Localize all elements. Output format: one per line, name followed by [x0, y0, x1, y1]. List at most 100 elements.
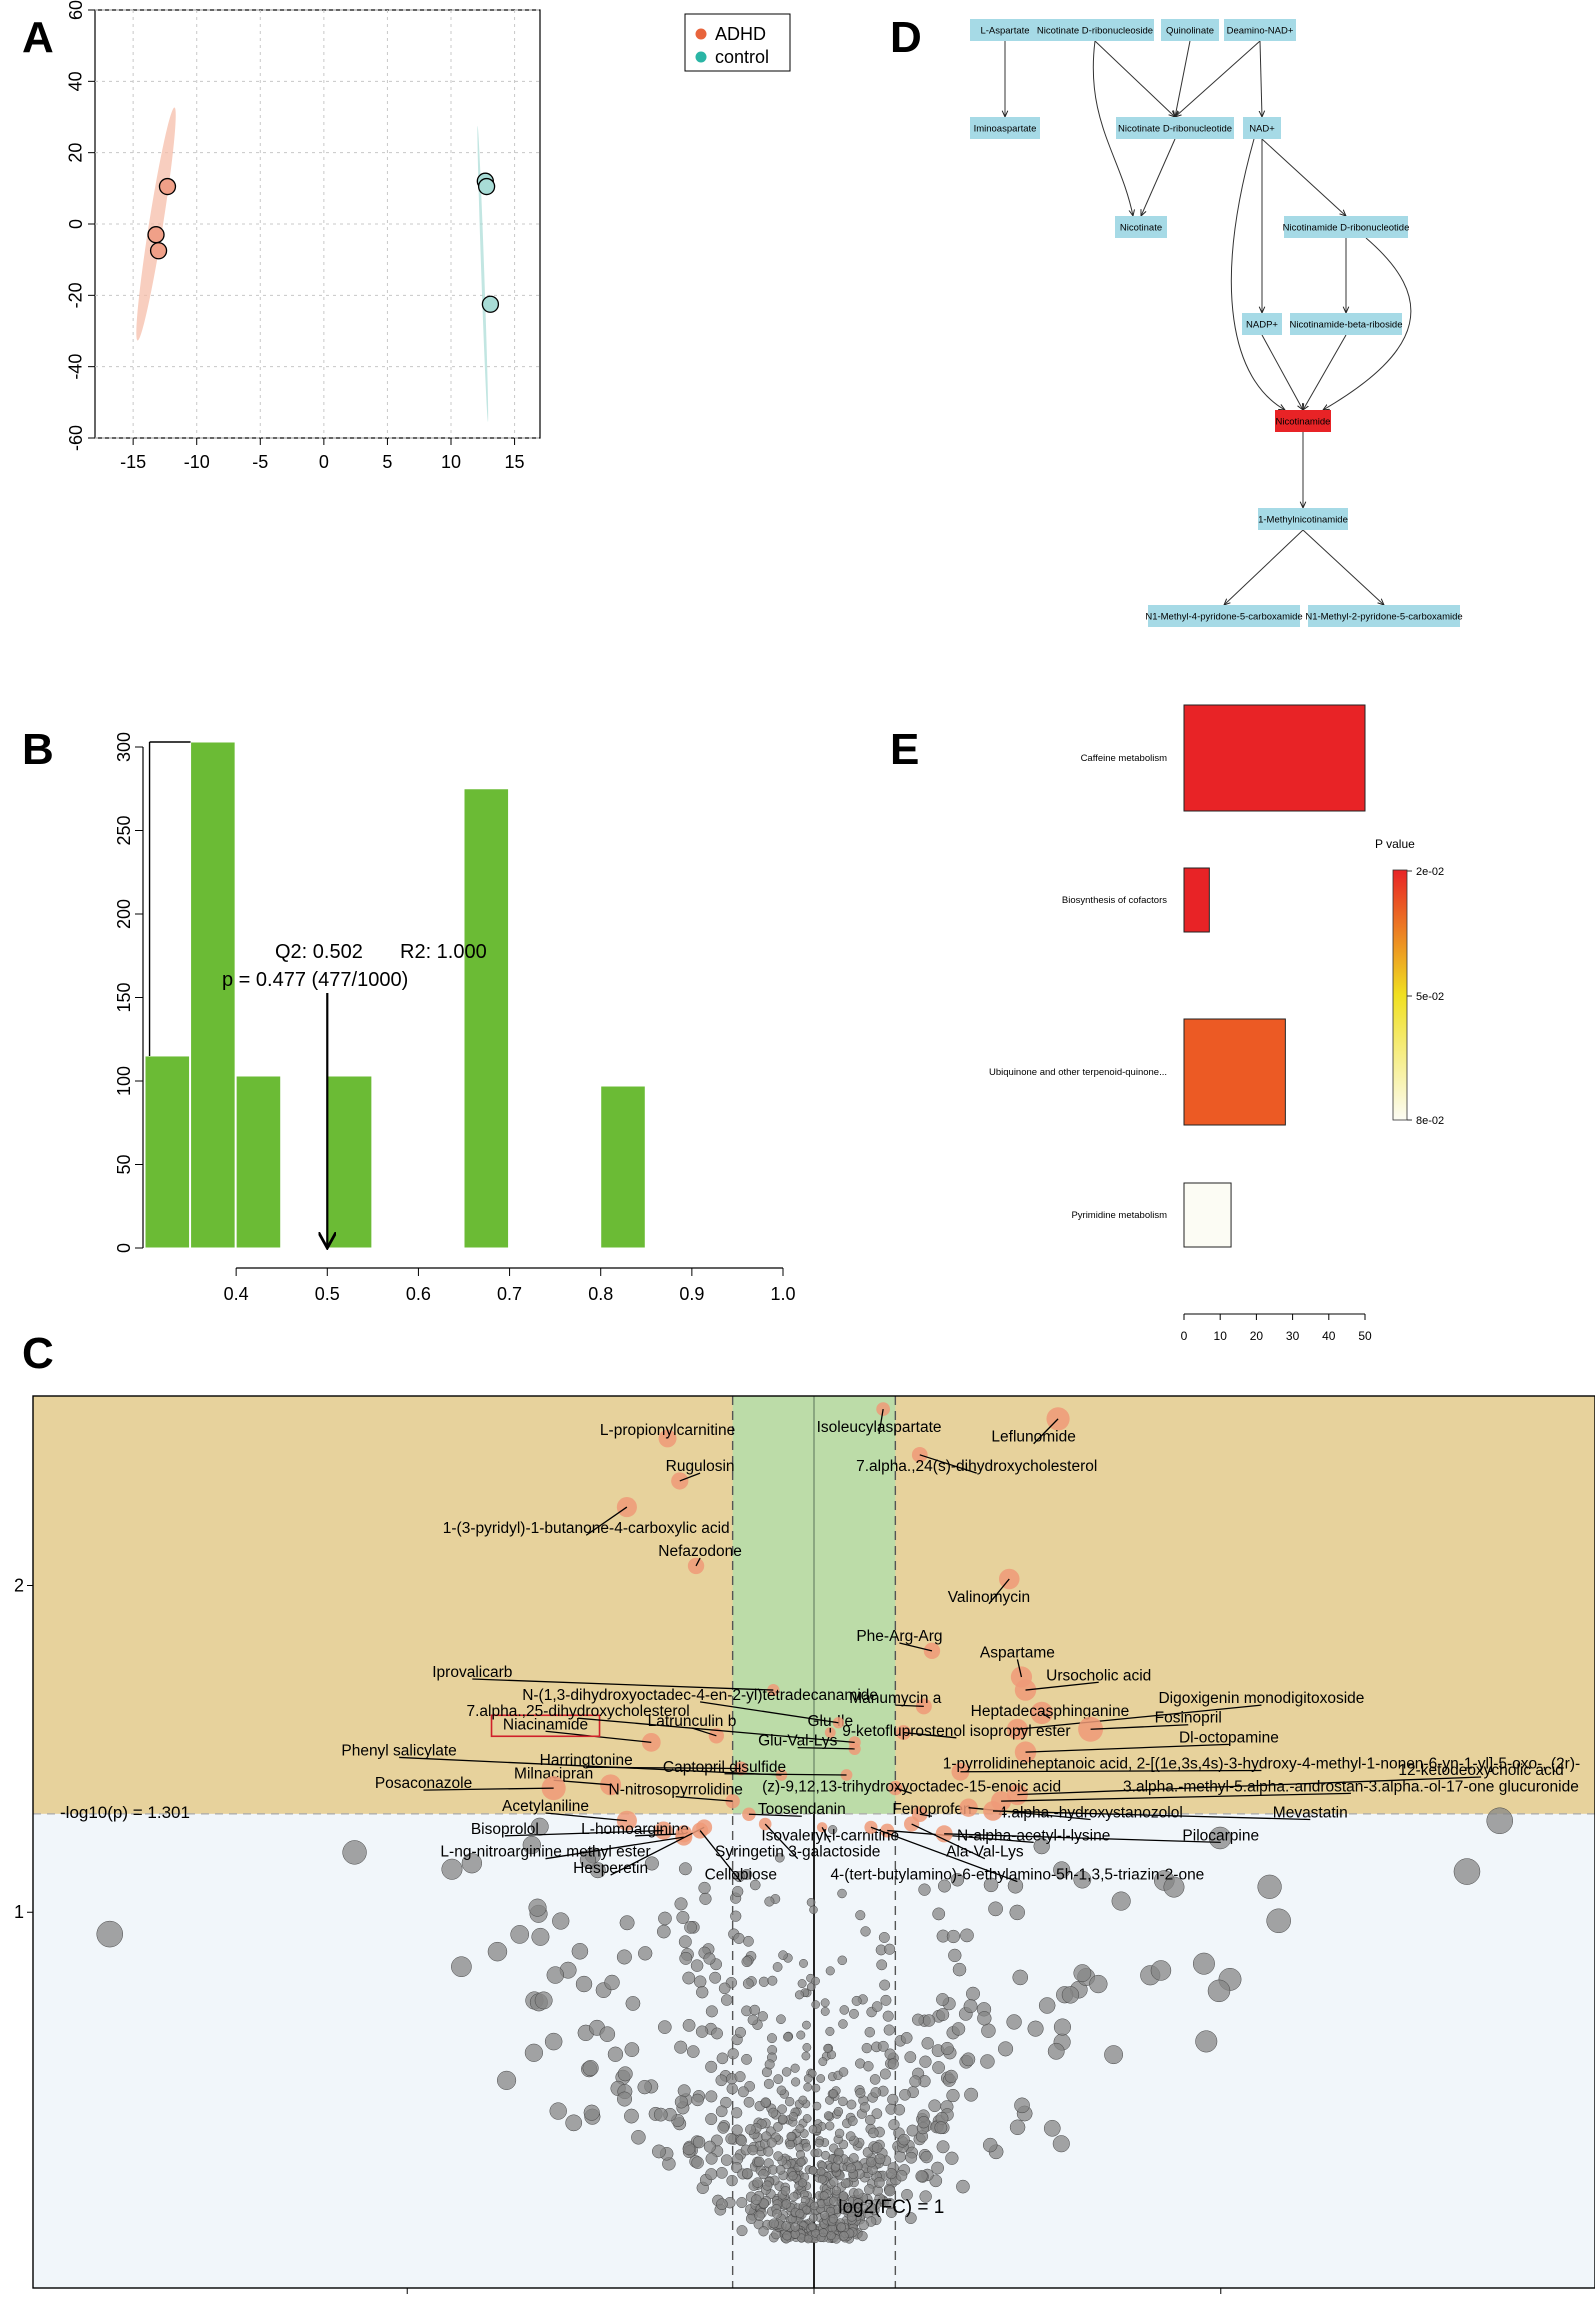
- pathway-node: [1258, 508, 1348, 530]
- label-leader-line: [878, 1408, 884, 1435]
- volcano-point: [802, 2142, 811, 2152]
- pathway-node: [1161, 19, 1219, 41]
- volcano-point: [834, 2128, 845, 2139]
- pathway-edge: [1323, 237, 1412, 410]
- point-label: Pilocarpine: [1182, 1827, 1259, 1844]
- volcano-point: [749, 1879, 761, 1891]
- point-label: L-ng-nitroarginine methyl ester: [440, 1844, 650, 1861]
- volcano-point: [869, 2074, 881, 2085]
- category-label: Caffeine metabolism: [1081, 753, 1168, 764]
- label-leader-line: [797, 1746, 855, 1750]
- x-tick-label: 5: [1216, 2296, 1226, 2298]
- label-leader-line: [695, 1557, 701, 1567]
- point-label: 7.alpha.,25-dihydroxycholesterol: [466, 1703, 689, 1720]
- volcano-point: [809, 2213, 818, 2223]
- volcano-point: [952, 1962, 967, 1977]
- volcano-point: [528, 1898, 547, 1917]
- volcano-point: [524, 2043, 543, 2062]
- point-adhd: [147, 226, 165, 244]
- point-label: Ursocholic acid: [1046, 1667, 1151, 1684]
- volcano-point: [705, 2005, 718, 2018]
- volcano-point: [777, 2104, 787, 2114]
- volcano-point: [691, 2156, 704, 2169]
- volcano-point: [658, 1911, 672, 1926]
- volcano-point: [1150, 1960, 1172, 1981]
- volcano-point: [741, 2053, 752, 2065]
- volcano-point: [864, 2026, 875, 2038]
- ellipse-control: [477, 126, 489, 422]
- volcano-point: [461, 1853, 483, 1874]
- volcano-point: [894, 2151, 906, 2163]
- volcano-point: [795, 2124, 805, 2134]
- volcano-point: [796, 2157, 806, 2167]
- volcano-point: [956, 2179, 970, 2194]
- label-leader-line: [399, 1756, 782, 1776]
- point-label: 1-(3-pyridyl)-1-butanone-4-carboxylic ac…: [443, 1520, 730, 1537]
- point-label: (z)-9,12,13-trihydroxyoctadec-15-enoic a…: [762, 1778, 1061, 1795]
- volcano-point: [868, 2127, 879, 2139]
- volcano-point: [846, 2099, 857, 2110]
- volcano-point: [885, 2168, 897, 2180]
- enrichment-bar: [1183, 867, 1210, 933]
- volcano-point: [487, 1941, 508, 1962]
- label-leader-line: [911, 1823, 986, 1860]
- volcano-point: [698, 1881, 711, 1895]
- label-leader-line: [699, 1830, 742, 1882]
- pathway-node-label: Deamino-NAD+: [1227, 26, 1294, 37]
- volcano-point: [905, 2151, 918, 2164]
- point-label: Hesperetin: [573, 1860, 648, 1877]
- volcano-point: [1192, 1952, 1215, 1975]
- volcano-point: [918, 1883, 931, 1896]
- volcano-point: [820, 2007, 830, 2016]
- legend-colorbar: [1392, 869, 1408, 1121]
- label-leader-line: [821, 1826, 831, 1843]
- volcano-point: [773, 2121, 783, 2132]
- volcano-point: [497, 2070, 517, 2090]
- volcano-point: [631, 2130, 646, 2145]
- volcano-point: [656, 1924, 671, 1939]
- volcano-point: [940, 2041, 954, 2055]
- pathway-node: [1242, 313, 1282, 335]
- y-tick-label: 100: [114, 1066, 134, 1096]
- volcano-point: [797, 1979, 807, 1989]
- volcano-point: [544, 2032, 563, 2051]
- volcano-point: [794, 1990, 804, 2000]
- volcano-point: [549, 2102, 567, 2120]
- volcano-point: [904, 2051, 917, 2064]
- volcano-point: [684, 1920, 697, 1934]
- volcano-point: [758, 1976, 770, 1987]
- volcano-point: [801, 2051, 811, 2061]
- pathway-node: [1284, 216, 1408, 238]
- volcano-point: [884, 2048, 896, 2060]
- legend-marker-adhd: [695, 28, 707, 40]
- label-leader-line: [1017, 1704, 1262, 1730]
- volcano-point: [768, 2107, 779, 2118]
- volcano-point: [904, 2212, 917, 2224]
- volcano-point: [917, 2116, 930, 2129]
- panel-d-pathway-network: L-Aspartate Nicotinate D-ribonucleoside Qu…: [970, 19, 1463, 627]
- volcano-point: [674, 2040, 688, 2054]
- volcano-point: [678, 1935, 692, 1949]
- volcano-point: [825, 2026, 835, 2036]
- volcano-point: [1009, 2119, 1026, 2136]
- volcano-point: [625, 1996, 641, 2011]
- panel-letter-b: B: [22, 725, 54, 774]
- volcano-point: [777, 2114, 788, 2124]
- volcano-point: [709, 1971, 722, 1984]
- panel-a-pca-plot: -15 -10 -5 0 5 10 15 60 40 20 0 -20 -40 -60 ADHD contro…: [66, 0, 791, 472]
- point-control: [481, 295, 500, 313]
- volcano-point: [607, 2046, 624, 2062]
- point-label: N-alpha-acetyl-l-lysine: [957, 1827, 1110, 1844]
- volcano-point: [616, 1949, 632, 1965]
- volcano-point: [936, 1993, 950, 2006]
- volcano-point: [838, 2191, 849, 2201]
- volcano-point: [638, 1946, 653, 1961]
- legend-tick-label: 2e-02: [1416, 866, 1444, 878]
- volcano-point: [451, 1956, 472, 1978]
- point-label: Isoleucylaspartate: [817, 1419, 942, 1436]
- volcano-point: [928, 2099, 942, 2113]
- volcano-point: [833, 2155, 843, 2165]
- volcano-point: [932, 2061, 945, 2074]
- volcano-point: [960, 1928, 974, 1943]
- label-leader-line: [1017, 1776, 1482, 1796]
